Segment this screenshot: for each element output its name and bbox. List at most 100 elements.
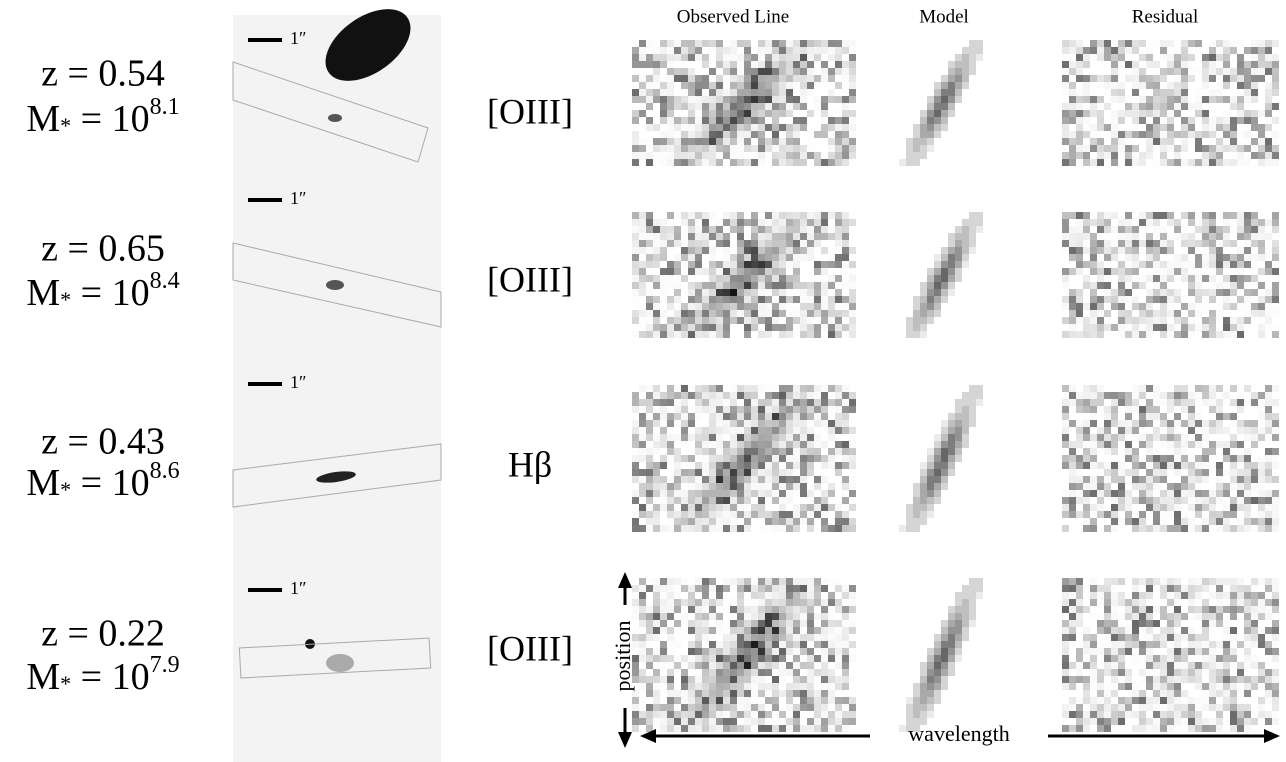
pixel — [681, 254, 688, 261]
pixel — [1265, 124, 1272, 131]
pixel — [941, 289, 948, 296]
pixel — [1188, 525, 1195, 532]
pixel — [1209, 240, 1216, 247]
pixel — [828, 124, 835, 131]
pixel — [1181, 585, 1188, 592]
pixel — [737, 289, 744, 296]
pixel — [1139, 296, 1146, 303]
pixel — [1230, 61, 1237, 68]
pixel — [1111, 462, 1118, 469]
pixel — [681, 455, 688, 462]
pixel — [681, 469, 688, 476]
pixel — [962, 627, 969, 634]
pixel — [821, 669, 828, 676]
pixel — [653, 518, 660, 525]
pixel — [1223, 511, 1230, 518]
pixel — [779, 711, 786, 718]
pixel — [1090, 592, 1097, 599]
pixel — [976, 399, 983, 406]
pixel — [835, 324, 842, 331]
pixel — [814, 233, 821, 240]
pixel — [723, 47, 730, 54]
pixel — [1174, 310, 1181, 317]
pixel — [1090, 490, 1097, 497]
pixel — [1097, 648, 1104, 655]
pixel — [674, 483, 681, 490]
pixel — [1237, 282, 1244, 289]
pixel — [1160, 385, 1167, 392]
pixel — [835, 606, 842, 613]
pixel — [730, 96, 737, 103]
pixel — [1090, 254, 1097, 261]
pixel — [1230, 627, 1237, 634]
pixel — [913, 711, 920, 718]
pixel — [758, 226, 765, 233]
pixel — [730, 110, 737, 117]
pixel — [962, 620, 969, 627]
pixel — [1139, 434, 1146, 441]
pixel — [786, 599, 793, 606]
pixel — [1125, 89, 1132, 96]
pixel — [1174, 511, 1181, 518]
pixel — [1195, 117, 1202, 124]
pixel — [751, 96, 758, 103]
pixel — [821, 159, 828, 166]
pixel — [674, 504, 681, 511]
pixel — [1230, 511, 1237, 518]
pixel — [1209, 606, 1216, 613]
pixel — [702, 159, 709, 166]
pixel — [1076, 399, 1083, 406]
pixel — [646, 585, 653, 592]
pixel — [758, 131, 765, 138]
pixel — [1097, 406, 1104, 413]
pixel — [772, 704, 779, 711]
pixel — [1076, 275, 1083, 282]
pixel — [1251, 254, 1258, 261]
pixel — [765, 110, 772, 117]
pixel — [765, 718, 772, 725]
pixel — [1104, 68, 1111, 75]
pixel — [709, 392, 716, 399]
pixel — [913, 324, 920, 331]
pixel — [1104, 275, 1111, 282]
pixel — [646, 627, 653, 634]
pixel — [1272, 296, 1279, 303]
pixel — [800, 448, 807, 455]
pixel — [821, 718, 828, 725]
pixel — [653, 310, 660, 317]
pixel — [779, 648, 786, 655]
pixel — [1209, 268, 1216, 275]
pixel — [927, 103, 934, 110]
pixel — [730, 434, 737, 441]
pixel — [1244, 219, 1251, 226]
pixel — [779, 82, 786, 89]
pixel — [1216, 634, 1223, 641]
pixel — [1062, 82, 1069, 89]
pixel — [1104, 634, 1111, 641]
pixel — [1062, 525, 1069, 532]
pixel — [1265, 385, 1272, 392]
pixel — [807, 613, 814, 620]
pixel — [1202, 40, 1209, 47]
pixel — [1174, 240, 1181, 247]
pixel — [1083, 483, 1090, 490]
pixel — [1139, 462, 1146, 469]
pixel — [1272, 212, 1279, 219]
pixel — [1216, 310, 1223, 317]
pixel — [695, 226, 702, 233]
pixel — [716, 152, 723, 159]
pixel — [1160, 434, 1167, 441]
pixel — [1125, 455, 1132, 462]
pixel — [723, 441, 730, 448]
pixel — [765, 254, 772, 261]
pixel — [681, 303, 688, 310]
pixel — [793, 40, 800, 47]
pixel — [1195, 392, 1202, 399]
pixel — [723, 152, 730, 159]
pixel — [688, 676, 695, 683]
pixel — [842, 704, 849, 711]
pixel — [653, 497, 660, 504]
pixel — [1111, 613, 1118, 620]
pixel — [1062, 110, 1069, 117]
pixel — [751, 261, 758, 268]
